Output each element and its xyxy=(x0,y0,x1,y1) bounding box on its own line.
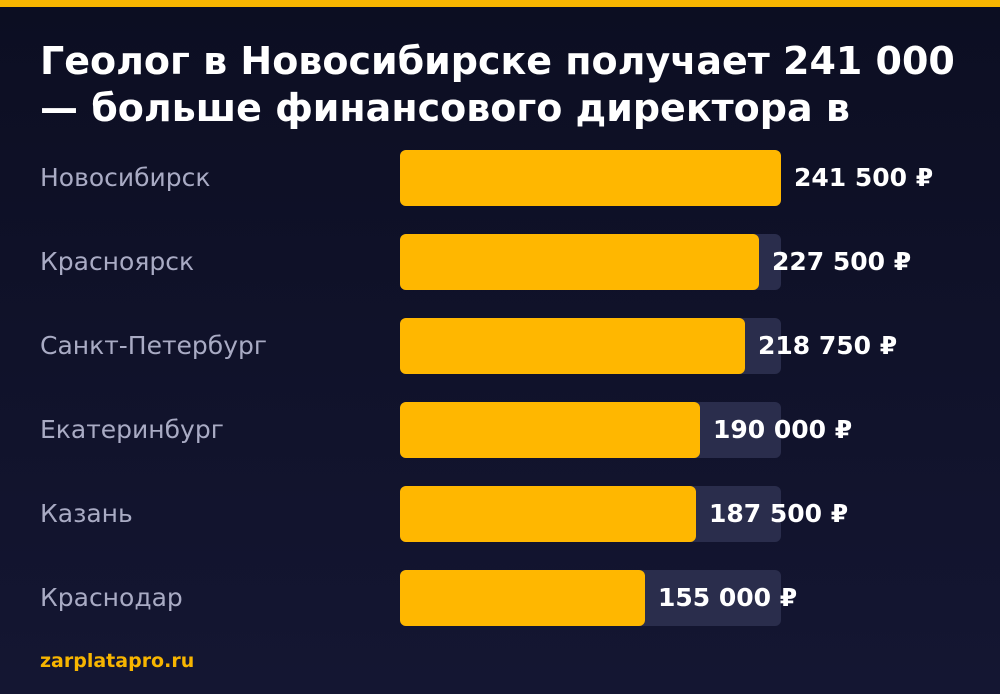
bar xyxy=(400,570,645,626)
bar-value-label: 241 500 ₽ xyxy=(794,163,934,192)
bar-row: Новосибирск 241 500 ₽ xyxy=(0,150,1000,206)
bar xyxy=(400,318,745,374)
bar-track xyxy=(400,570,781,626)
bar-row: Екатеринбург 190 000 ₽ xyxy=(0,402,1000,458)
bar-value-label: 190 000 ₽ xyxy=(713,415,853,444)
bar-row: Казань 187 500 ₽ xyxy=(0,486,1000,542)
bar-row: Красноярск 227 500 ₽ xyxy=(0,234,1000,290)
bar-value-label: 227 500 ₽ xyxy=(772,247,912,276)
bar-track xyxy=(400,234,781,290)
bar-track xyxy=(400,150,781,206)
chart-title: Геолог в Новосибирске получает 241 000 —… xyxy=(40,39,955,130)
bar-value-label: 218 750 ₽ xyxy=(758,331,898,360)
bar-value-label: 187 500 ₽ xyxy=(709,499,849,528)
bar-track xyxy=(400,402,781,458)
bar xyxy=(400,150,781,206)
bar xyxy=(400,234,759,290)
bar xyxy=(400,402,700,458)
source-link[interactable]: zarplatapro.ru xyxy=(40,650,195,672)
category-label: Санкт-Петербург xyxy=(40,331,268,360)
category-label: Новосибирск xyxy=(40,163,211,192)
top-accent-stripe xyxy=(0,0,1000,7)
bar-track xyxy=(400,486,781,542)
bar-row: Краснодар 155 000 ₽ xyxy=(0,570,1000,626)
category-label: Екатеринбург xyxy=(40,415,224,444)
category-label: Красноярск xyxy=(40,247,195,276)
bar-track xyxy=(400,318,781,374)
bar xyxy=(400,486,696,542)
bar-value-label: 155 000 ₽ xyxy=(658,583,798,612)
category-label: Казань xyxy=(40,499,133,528)
bar-row: Санкт-Петербург 218 750 ₽ xyxy=(0,318,1000,374)
category-label: Краснодар xyxy=(40,583,183,612)
